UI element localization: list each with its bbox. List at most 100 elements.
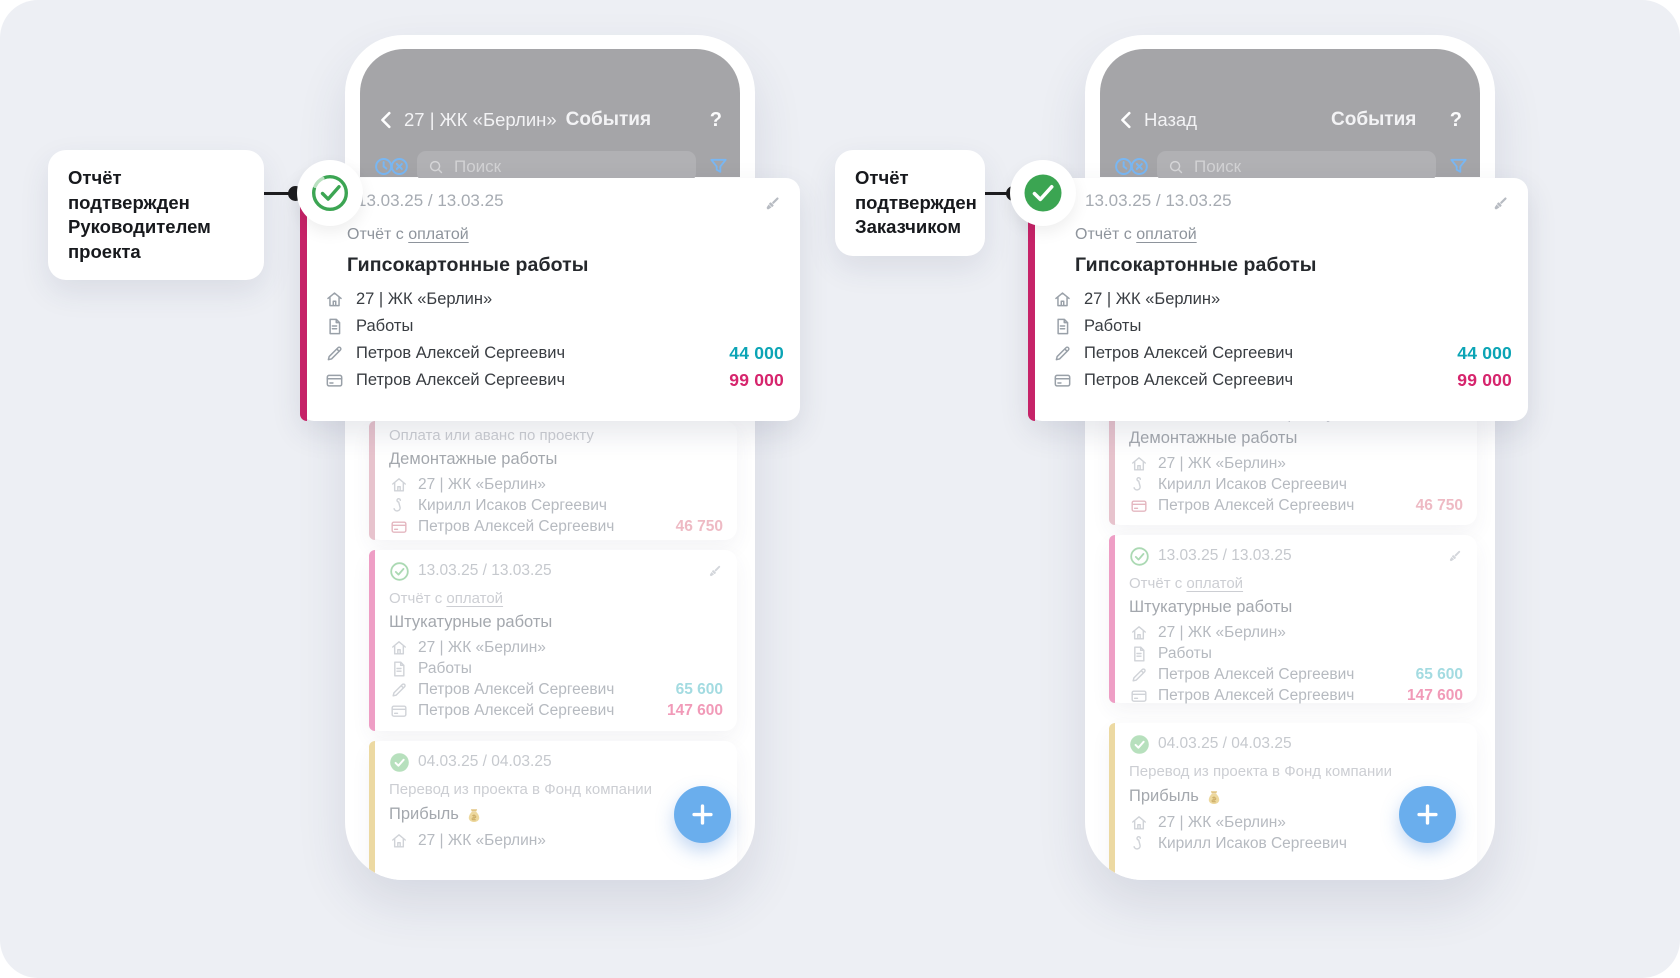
house-icon [324,289,345,310]
callout-line: Отчёт [855,167,909,188]
event-type: Оплата или аванс по проекту [389,426,594,444]
search-input[interactable] [1192,155,1426,178]
navbar-right: Назад События ? [1116,107,1468,133]
callout-line: Руководителем [68,216,211,238]
event-accrued: 44 000 [1457,343,1512,363]
check-outline-icon [312,175,348,211]
event-paid: 99 000 [1457,370,1512,390]
event-type-prefix: Отчёт с [1129,574,1183,592]
phone-mockup-right: Назад События ? Оплата или аванс по прое… [1085,35,1495,880]
plus-icon [1414,801,1441,828]
add-event-button[interactable] [1399,786,1456,843]
house-icon [1129,623,1149,643]
event-category: Работы [1158,644,1212,662]
callout-line: Отчёт подтвержден [68,167,190,213]
search-field[interactable] [417,151,696,182]
recent-filter-icon[interactable] [1114,155,1150,178]
house-icon [389,475,409,495]
document-icon [324,316,345,337]
callout-approved-by-client: Отчёт подтвержден Заказчиком [835,150,985,256]
house-icon [1129,813,1149,833]
app-header-left: 27 | ЖК «Берлин» События ? [360,49,740,182]
pencil-icon [389,680,409,700]
event-title: Гипсокартонные работы [347,254,589,276]
help-button[interactable]: ? [709,108,722,131]
document-icon [1052,316,1073,337]
event-paid: 147 600 [666,701,723,719]
back-chevron-icon[interactable] [1116,109,1138,131]
highlighted-event-card[interactable]: 13.03.25 / 13.03.25 Отчёт с оплатой Гипс… [300,178,800,421]
filter-funnel-icon[interactable] [707,155,730,178]
event-payer: Петров Алексей Сергеевич [356,371,566,389]
event-title: Прибыль [1129,787,1199,805]
callout-line: подтвержден [855,191,977,213]
event-contractor: Кирилл Исаков Сергеевич [1158,834,1347,852]
event-category: Работы [418,659,472,677]
event-contractor: Кирилл Исаков Сергеевич [418,496,607,514]
document-icon [1129,644,1149,664]
brush-icon [1445,547,1464,566]
event-title: Демонтажные работы [1129,429,1298,447]
event-card-plaster-report[interactable]: 13.03.25 / 13.03.25 Отчёт с оплатой Штук… [369,550,737,731]
contractor-icon [389,496,409,516]
brush-icon [761,193,783,215]
back-button-label[interactable]: Назад [1144,109,1198,130]
highlighted-event-card[interactable]: 13.03.25 / 13.03.25 Отчёт с оплатой Гипс… [1028,178,1528,421]
back-button-label[interactable]: 27 | ЖК «Берлин» [404,109,557,130]
event-type-prefix: Отчёт с [389,589,443,607]
credit-card-icon [389,517,409,537]
approved-check-solid-icon [1130,734,1149,754]
event-payer: Петров Алексей Сергеевич [418,701,615,719]
event-date: 13.03.25 / 13.03.25 [418,562,552,579]
credit-card-icon [1129,686,1149,706]
credit-card-icon [389,701,409,721]
event-executor: Петров Алексей Сергеевич [1158,665,1355,683]
callout-line: Заказчиком [855,216,962,238]
event-contractor: Кирилл Исаков Сергеевич [1158,475,1347,493]
event-card-fund-transfer[interactable]: 04.03.25 / 04.03.25 Перевод из проекта в… [369,741,737,880]
event-date: 04.03.25 / 04.03.25 [418,753,552,770]
event-type-prefix: Отчёт с [347,226,404,243]
event-project: 27 | ЖК «Берлин» [356,290,493,308]
event-type-link[interactable]: оплатой [1136,226,1197,243]
event-type-link[interactable]: оплатой [408,226,469,243]
app-header-right: Назад События ? [1100,49,1480,182]
event-date: 13.03.25 / 13.03.25 [1158,547,1292,564]
check-solid-icon [1024,174,1062,212]
event-date: 04.03.25 / 04.03.25 [1158,735,1292,752]
back-chevron-icon[interactable] [376,109,398,131]
event-executor: Петров Алексей Сергеевич [356,344,566,362]
event-type-link[interactable]: оплатой [1186,574,1244,592]
event-title: Штукатурные работы [389,613,553,631]
event-card-payment-advance[interactable]: Оплата или аванс по проекту Демонтажные … [369,421,737,540]
search-input[interactable] [452,155,686,178]
event-title: Прибыль [389,805,459,823]
event-date: 13.03.25 / 13.03.25 [1085,191,1232,210]
callout-connector-line [262,192,294,195]
house-icon [389,638,409,658]
add-event-button[interactable] [674,786,731,843]
callout-connector-line [983,192,1011,195]
contractor-icon [1129,834,1149,854]
credit-card-icon [1129,496,1149,516]
event-project: 27 | ЖК «Берлин» [1158,454,1286,472]
search-row-left [374,151,730,182]
callout-line: проекта [68,240,141,262]
approved-check-outline-icon [1130,546,1149,566]
event-card-plaster-report[interactable]: 13.03.25 / 13.03.25 Отчёт с оплатой Штук… [1109,535,1477,706]
approved-by-manager-badge [297,160,363,226]
search-row-right [1114,151,1470,182]
money-bag-icon [1205,788,1223,806]
event-executor: Петров Алексей Сергеевич [1084,344,1294,362]
search-field[interactable] [1157,151,1436,182]
callout-approved-by-manager: Отчёт подтвержден Руководителем проекта [48,150,264,281]
filter-funnel-icon[interactable] [1447,155,1470,178]
event-type-link[interactable]: оплатой [446,589,504,607]
recent-filter-icon[interactable] [374,155,410,178]
help-button[interactable]: ? [1449,108,1462,131]
plus-icon [689,801,716,828]
event-type: Перевод из проекта в Фонд компании [389,780,653,798]
event-category: Работы [1084,317,1142,335]
search-icon [427,158,445,176]
house-icon [1129,454,1149,474]
